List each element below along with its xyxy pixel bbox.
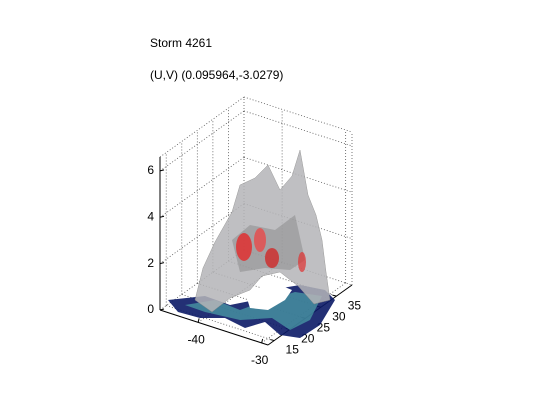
x-tick xyxy=(197,318,200,323)
chart-title: Storm 4261 xyxy=(150,36,212,50)
z-tick xyxy=(159,215,165,218)
grid-line xyxy=(243,156,353,193)
box-edge xyxy=(243,96,353,133)
z-tick xyxy=(159,169,165,172)
y-tick-label: 30 xyxy=(332,309,346,323)
z-tick xyxy=(159,308,165,311)
z-tick-label: 6 xyxy=(147,163,154,177)
x-axis xyxy=(159,309,269,346)
z-tick-label: 0 xyxy=(147,302,154,316)
surface-base-highlight xyxy=(185,292,322,330)
z-tick-label: 4 xyxy=(147,209,154,223)
grid-line xyxy=(159,110,245,172)
surface-shade xyxy=(232,215,305,272)
y-tick-label: 35 xyxy=(348,298,362,312)
y-tick-label: 15 xyxy=(286,343,300,357)
grid-line xyxy=(159,156,245,218)
grid-line xyxy=(159,203,245,264)
surface-hole xyxy=(245,283,292,310)
x-tick xyxy=(261,338,264,344)
box-edge xyxy=(159,96,245,158)
surface-peak xyxy=(254,228,266,252)
chart-subtitle: (U,V) (0.095964,-3.0279) xyxy=(150,68,283,82)
x-tick-label: -40 xyxy=(187,333,205,347)
z-tick xyxy=(159,262,165,265)
x-tick-label: -30 xyxy=(251,353,269,367)
grid-line xyxy=(243,110,353,147)
y-tick-label: 20 xyxy=(301,332,315,346)
surface-peak xyxy=(236,233,252,261)
y-tick xyxy=(332,294,337,297)
y-tick xyxy=(270,339,275,342)
surface xyxy=(168,149,335,338)
surface-peak xyxy=(298,252,306,272)
z-tick-label: 2 xyxy=(147,256,154,270)
surface-peak xyxy=(265,248,279,268)
